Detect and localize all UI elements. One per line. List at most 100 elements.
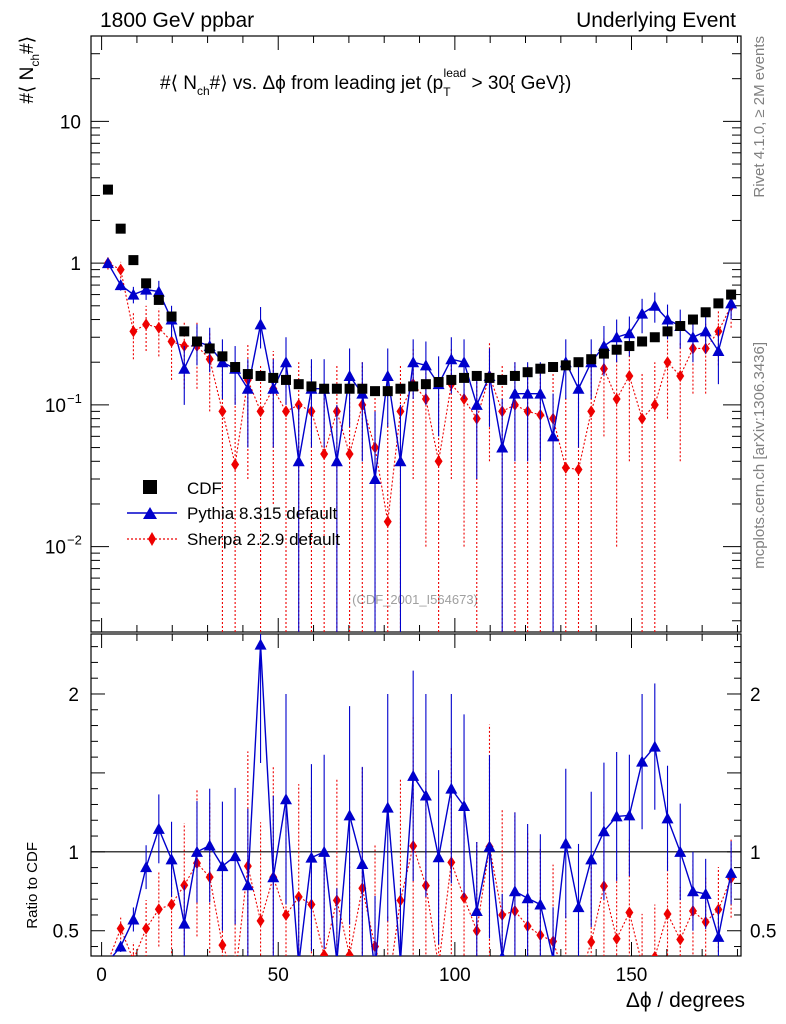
pythia-point [508,387,521,399]
title-part-c: > 30{ GeV}) [466,73,571,94]
y-tick-label: 10 [60,112,81,133]
cdf-point [459,372,470,383]
sherpa-ratio-point [256,914,265,927]
pythia-ratio-point [140,861,153,873]
cdf-point [306,381,317,392]
pythia-ratio-point [216,860,229,872]
pythia-ratio-point [725,866,738,878]
pythia-ratio-point [356,857,369,869]
cdf-point [522,367,533,378]
legend-marker-cdf [143,480,157,494]
pythia-point [292,455,305,467]
ratio-y-axis-label: Ratio to CDF [24,842,41,929]
cdf-point [675,321,686,332]
pythia-point [623,327,636,339]
cdf-point [624,341,635,352]
pythia-ratio-point [241,879,254,891]
cdf-point [293,379,304,390]
sherpa-point [561,461,570,474]
pythia-point [648,299,661,311]
pythia-line [107,262,732,480]
pythia-ratio-point [648,740,661,752]
ratio-tick-label-left: 1 [68,843,79,864]
side-text-bottom: mcplots.cern.ch [arXiv:1306.3436] [751,342,768,569]
pythia-ratio-point [114,940,127,952]
cdf-point [128,255,139,266]
pythia-point [369,473,382,485]
pythia-point [254,318,267,330]
sherpa-ratio-point [562,974,570,986]
pythia-point [114,279,127,291]
sherpa-ratio-point [154,903,163,916]
cdf-point [471,370,482,381]
ratio-tick-label-right: 0.5 [750,922,776,943]
pythia-point [178,362,191,374]
pythia-ratio-point [572,901,585,913]
header-left: 1800 GeV ppbar [100,9,254,32]
y-axis-label: #⟨ Nch#⟩ [17,36,42,104]
pythia-ratio-point [699,887,712,899]
sherpa-point [218,405,227,418]
cdf-point [687,314,698,325]
sherpa-ratio-point [231,971,239,983]
pythia-point [534,387,547,399]
pythia-ratio-point [318,845,331,857]
pythia-point [636,307,649,319]
pythia-ratio-point [712,930,725,942]
pythia-ratio-point [686,885,699,897]
sherpa-ratio-point [625,906,634,919]
cdf-point [242,369,253,380]
sherpa-point [320,448,329,461]
sherpa-point [256,405,265,418]
sherpa-point [129,325,138,338]
ratio-tick-label-left: 2 [68,685,79,706]
pythia-ratio-point [419,789,432,801]
sherpa-ratio-point [142,922,151,935]
pythia-ratio-point [508,885,521,897]
cdf-point [560,360,571,371]
cdf-point [637,336,648,347]
ratio-frame [90,633,742,957]
y-tick-exponent: −1 [67,391,82,406]
sherpa-point [638,412,647,425]
pythia-point [725,297,738,309]
sherpa-ratio-point [384,985,392,997]
pythia-point [547,430,560,442]
pythia-ratio-point [458,799,471,811]
title-sub-t: T [443,85,451,99]
cdf-point [319,383,330,394]
ratio-tick-label-right: 2 [750,685,761,706]
pythia-point [470,398,483,410]
pythia-point [686,331,699,343]
pythia-point [343,369,356,381]
pythia-point [267,382,280,394]
pythia-point [140,283,153,295]
pythia-ratio-point [229,850,242,862]
pythia-ratio-point [610,810,623,822]
sherpa-ratio-point [132,954,135,956]
sherpa-point [231,458,240,471]
cdf-point [268,372,279,383]
cdf-point [179,326,190,337]
pythia-ratio-point [190,845,203,857]
title-part-b: #⟩ vs. Δϕ from leading jet (p [210,73,444,94]
sherpa-point [625,369,634,382]
cdf-point [395,383,406,394]
cdf-point [331,383,342,394]
cdf-point [509,370,520,381]
pythia-point [445,353,458,365]
cdf-point [433,377,444,388]
cdf-point [408,381,419,392]
sherpa-point [663,356,672,369]
sherpa-ratio-point [345,949,354,956]
legend-marker-sherpa [148,532,156,546]
pythia-ratio-line [111,644,732,956]
pythia-ratio-point [407,769,420,781]
cdf-point [649,332,660,343]
pythia-ratio-point [305,851,318,863]
pythia-ratio-point [178,917,191,929]
pythia-ratio-point [165,853,178,865]
legend-label-cdf: CDF [187,479,222,498]
